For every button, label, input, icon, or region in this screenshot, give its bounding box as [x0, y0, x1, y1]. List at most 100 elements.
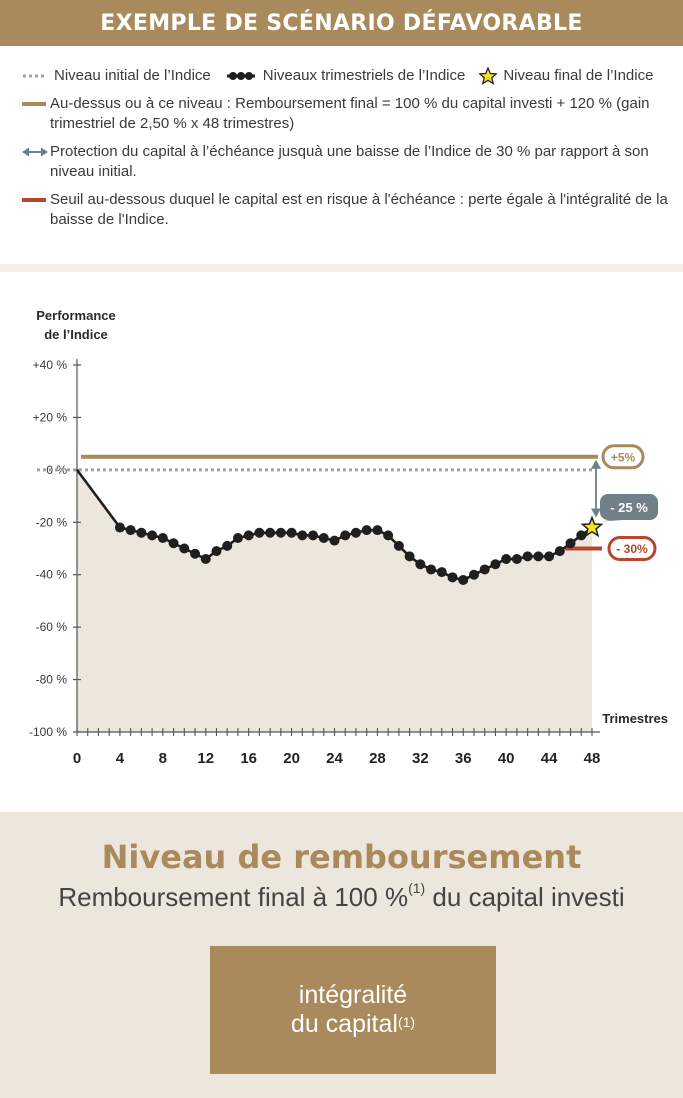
x-tick-label: 48 — [584, 750, 601, 767]
quarterly-point — [361, 525, 372, 536]
x-tick-label: 36 — [455, 750, 472, 767]
legend-threshold-label: Au-dessus ou à ce niveau : Remboursement… — [50, 95, 650, 132]
x-tick-label: 24 — [326, 750, 343, 767]
legend-protection-label: Protection du capital à l’échéance jusqu… — [50, 143, 649, 180]
x-tick-label: 4 — [116, 750, 125, 767]
quarterly-point — [533, 551, 544, 562]
quarterly-point — [511, 553, 522, 564]
repayment-box-line1: intégralité — [298, 981, 408, 1009]
final-badge-pointer — [602, 520, 622, 522]
y-tick-label: -100 % — [29, 725, 67, 739]
x-tick-label: 0 — [73, 750, 81, 767]
quarterly-point — [458, 574, 469, 585]
legend-final-label: Niveau final de l’Indice — [503, 67, 654, 84]
x-tick-label: 12 — [197, 750, 214, 767]
quarterly-point — [415, 559, 426, 570]
legend-row-risk: Seuil au-dessous duquel le capital est e… — [22, 190, 672, 230]
legend-final-level: Niveau final de l’Indice — [479, 66, 653, 86]
legend-quarterly-levels: Niveaux trimestriels de l’Indice — [225, 66, 466, 86]
quarterly-point — [265, 527, 276, 538]
quarterly-point — [275, 527, 286, 538]
legend-initial-label: Niveau initial de l’Indice — [54, 67, 211, 84]
quarterly-point — [436, 567, 447, 578]
x-axis-label: Trimestres — [602, 711, 668, 726]
legend-row-threshold: Au-dessus ou à ce niveau : Remboursement… — [22, 94, 672, 134]
legend-quarterly-label: Niveaux trimestriels de l’Indice — [262, 67, 466, 84]
quarterly-point — [383, 530, 394, 541]
quarterly-point — [308, 530, 319, 541]
quarterly-point — [565, 538, 576, 549]
box-footnote-ref: (1) — [397, 1014, 416, 1030]
legend-initial-level: Niveau initial de l’Indice — [22, 66, 211, 86]
scenario-banner: EXEMPLE DE SCÉNARIO DÉFAVORABLE — [0, 0, 683, 46]
quarterly-point — [147, 530, 158, 541]
repayment-box-line2-text: du capital — [290, 1010, 398, 1038]
final-badge-shape — [600, 494, 658, 520]
quarterly-point — [426, 564, 437, 575]
quarterly-point — [554, 546, 565, 557]
footnote-ref: (1) — [408, 880, 426, 896]
chart-area: Performance de l’Indice +40 % +20 % 0 % -20 %… — [0, 264, 683, 812]
quarterly-point — [157, 533, 168, 544]
quarterly-point — [393, 540, 404, 551]
quarterly-point — [222, 540, 233, 551]
quarterly-point — [329, 535, 340, 546]
quarterly-point — [576, 530, 587, 541]
quarterly-point — [254, 527, 265, 538]
quarterly-point — [490, 559, 501, 570]
risk-badge-label: - 30% — [616, 542, 648, 556]
quarterly-point — [340, 530, 351, 541]
repayment-subtitle-text: Remboursement final à 100 % — [58, 882, 409, 912]
legend-row-levels: Niveau initial de l’Indice Niveaux trime… — [22, 66, 672, 86]
area-under-curve — [77, 469, 592, 732]
repayment-box: intégralité du capital(1) — [210, 946, 496, 1074]
quarterly-point — [168, 538, 179, 549]
repayment-box-line2: du capital(1) — [291, 1010, 415, 1039]
quarterly-point — [479, 564, 490, 575]
y-axis-label-line1: Performance — [36, 308, 115, 323]
x-tick-label: 8 — [159, 750, 167, 767]
quarterly-point — [318, 533, 329, 544]
x-tick-label: 28 — [369, 750, 386, 767]
quarterly-point — [114, 522, 125, 533]
quarterly-point — [211, 546, 222, 557]
quarterly-point — [544, 551, 555, 562]
scenario-title: EXEMPLE DE SCÉNARIO DÉFAVORABLE — [100, 10, 583, 36]
double-arrow-icon — [22, 142, 50, 162]
quarterly-point — [468, 569, 479, 580]
quarterly-point — [200, 553, 211, 564]
y-axis-label-line2: de l’Indice — [44, 327, 108, 342]
legend-row-protection: Protection du capital à l’échéance jusqu… — [22, 142, 672, 182]
legend-risk-label: Seuil au-dessous duquel le capital est e… — [50, 191, 668, 228]
quarterly-point — [243, 530, 254, 541]
threshold-badge-label: +5% — [611, 450, 636, 464]
y-tick-label: -20 % — [36, 515, 68, 529]
x-tick-label: 44 — [541, 750, 558, 767]
quarterly-point — [190, 548, 201, 559]
quarterly-point — [404, 551, 415, 562]
final-badge-label: - 25 % — [610, 500, 648, 515]
quarterly-point — [179, 543, 190, 554]
y-tick-label: -60 % — [36, 620, 68, 634]
y-tick-label: +40 % — [33, 358, 68, 372]
quarterly-point — [297, 530, 308, 541]
chart-legend: Niveau initial de l’Indice Niveaux trime… — [22, 66, 672, 238]
quarterly-point — [286, 527, 297, 538]
x-tick-label: 16 — [240, 750, 257, 767]
quarterly-point — [125, 525, 136, 536]
final-level-star — [580, 515, 604, 538]
repayment-subtitle: Remboursement final à 100 %(1) du capita… — [0, 880, 683, 913]
repayment-title: Niveau de remboursement — [101, 838, 582, 876]
quarterly-point — [372, 525, 383, 536]
star-icon — [479, 66, 498, 86]
quarterly-point — [447, 572, 458, 583]
quarterly-point — [501, 553, 512, 564]
repayment-subtitle-end: du capital investi — [425, 882, 625, 912]
dotted-series-icon — [225, 66, 257, 86]
y-tick-label: -80 % — [36, 673, 68, 687]
y-tick-label: -40 % — [36, 568, 68, 582]
red-line-icon — [22, 190, 50, 210]
repayment-panel: Niveau de remboursement Remboursement fi… — [0, 812, 683, 1098]
x-tick-label: 40 — [498, 750, 515, 767]
